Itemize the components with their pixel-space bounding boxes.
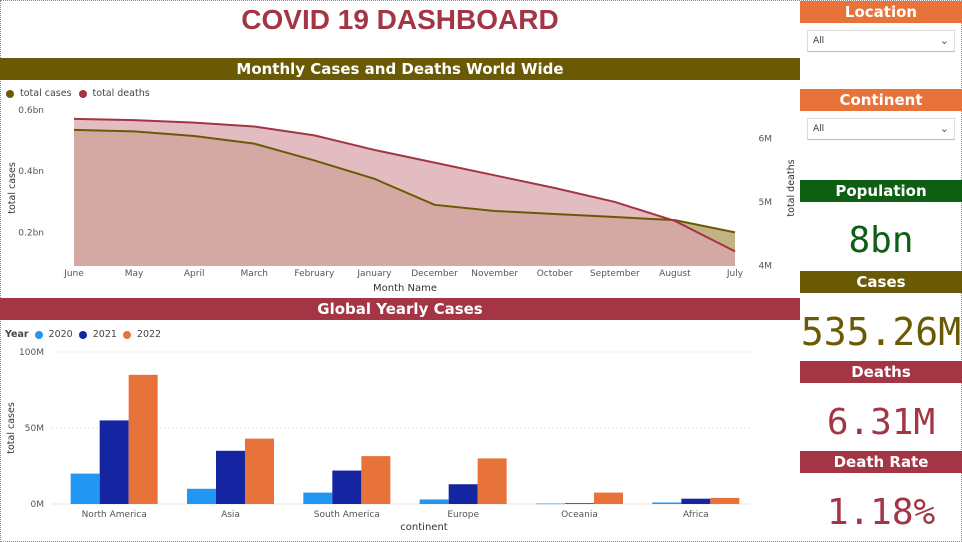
y2-tick-label: 6M <box>759 135 773 145</box>
x-tick-label-march: March <box>241 269 268 279</box>
bar-africa-2022 <box>710 497 740 504</box>
chevron-down-icon: ⌄ <box>939 122 949 135</box>
bar-south-america-2020 <box>303 492 333 504</box>
location-dropdown[interactable]: All ⌄ <box>807 30 955 52</box>
monthly-chart-title: Monthly Cases and Deaths World Wide <box>0 58 800 80</box>
legend-swatch-2020 <box>34 330 43 339</box>
legend-title-year: Year <box>5 329 29 340</box>
continent-filter-label: Continent <box>800 89 962 111</box>
bar-oceania-2021 <box>565 503 594 504</box>
bar-europe-2022 <box>477 458 507 504</box>
x-tick-label-august: August <box>659 269 691 279</box>
x-tick-label-asia: Asia <box>221 510 240 520</box>
x-tick-label-july: July <box>726 269 744 279</box>
x-tick-label-june: June <box>63 269 84 279</box>
x-tick-label-north-america: North America <box>82 510 147 520</box>
monthly-legend: total cases total deaths <box>6 88 150 99</box>
bar-oceania-2020 <box>536 503 565 505</box>
yearly-bar-chart: 0M 50M 100M North America Asia South America E… <box>6 348 750 533</box>
deaths-label: Deaths <box>800 361 962 383</box>
x-tick-label-europe: Europe <box>447 510 479 520</box>
monthly-area-chart: 0.2bn 0.4bn 0.6bn 4M 5M 6M June May April March Fe… <box>7 106 797 294</box>
bar-north-america-2021 <box>99 420 129 504</box>
y-tick-label: 0M <box>31 500 45 510</box>
x-tick-label-april: April <box>184 269 205 279</box>
bar-oceania-2022 <box>594 492 623 504</box>
x-axis-title: continent <box>400 522 447 533</box>
x-tick-label-december: December <box>411 269 458 279</box>
y-axis-title: total cases <box>6 402 17 454</box>
y-tick-label: 0.4bn <box>18 167 44 177</box>
population-value: 8bn <box>848 220 914 261</box>
location-dropdown-value: All <box>813 36 825 46</box>
y-tick-label: 50M <box>25 424 44 434</box>
y-axis-title: total cases <box>7 162 18 214</box>
legend-label-total-cases: total cases <box>20 88 72 99</box>
death-rate-value: 1.18% <box>826 492 936 533</box>
death-rate-label: Death Rate <box>800 451 962 473</box>
legend-swatch-2021 <box>78 330 87 339</box>
x-tick-label-africa: Africa <box>683 510 709 520</box>
x-tick-label-may: May <box>125 269 144 279</box>
series-line-total-cases <box>73 128 736 234</box>
deaths-value: 6.31M <box>826 402 936 443</box>
dashboard-title: COVID 19 DASHBOARD <box>241 4 559 35</box>
bar-north-america-2020 <box>70 473 100 504</box>
bar-europe-2021 <box>448 484 478 504</box>
series-line-total-deaths <box>73 117 736 253</box>
x-tick-label-september: September <box>590 269 640 279</box>
y2-tick-label: 5M <box>759 198 773 208</box>
bar-asia-2020 <box>187 488 216 504</box>
legend-swatch-total-deaths <box>78 89 87 98</box>
x-tick-label-oceania: Oceania <box>561 510 598 520</box>
bar-europe-2020 <box>419 499 449 504</box>
population-label: Population <box>800 180 962 202</box>
cases-value: 535.26M <box>800 310 962 354</box>
bar-south-america-2021 <box>332 470 362 504</box>
continent-dropdown[interactable]: All ⌄ <box>807 118 955 140</box>
bar-south-america-2022 <box>361 456 391 504</box>
y2-tick-label: 4M <box>759 261 773 271</box>
bar-africa-2021 <box>681 498 711 504</box>
bar-asia-2021 <box>216 450 245 504</box>
legend-label-2020: 2020 <box>48 329 73 340</box>
x-tick-label-february: February <box>294 269 335 279</box>
legend-swatch-total-cases <box>6 89 14 98</box>
bar-asia-2022 <box>245 438 274 504</box>
legend-label-total-deaths: total deaths <box>92 88 150 99</box>
y2-axis-title: total deaths <box>786 159 797 216</box>
location-filter-label: Location <box>800 1 962 23</box>
x-tick-label-south-america: South America <box>314 510 380 520</box>
yearly-chart-title: Global Yearly Cases <box>0 298 800 320</box>
x-tick-label-october: October <box>537 269 573 279</box>
bar-north-america-2022 <box>128 374 158 504</box>
y-tick-label: 100M <box>19 348 44 358</box>
x-tick-label-november: November <box>471 269 518 279</box>
bar-africa-2020 <box>652 502 682 504</box>
chevron-down-icon: ⌄ <box>939 34 949 47</box>
cases-label: Cases <box>800 271 962 293</box>
x-tick-label-january: January <box>356 269 392 279</box>
y-tick-label: 0.2bn <box>18 228 44 238</box>
continent-dropdown-value: All <box>813 124 825 134</box>
legend-label-2022: 2022 <box>136 329 162 340</box>
x-axis-title: Month Name <box>373 283 437 294</box>
y-tick-label: 0.6bn <box>18 106 44 116</box>
legend-label-2021: 2021 <box>92 329 117 340</box>
yearly-legend: Year 2020 2021 2022 <box>5 329 161 340</box>
legend-swatch-2022 <box>122 330 131 339</box>
